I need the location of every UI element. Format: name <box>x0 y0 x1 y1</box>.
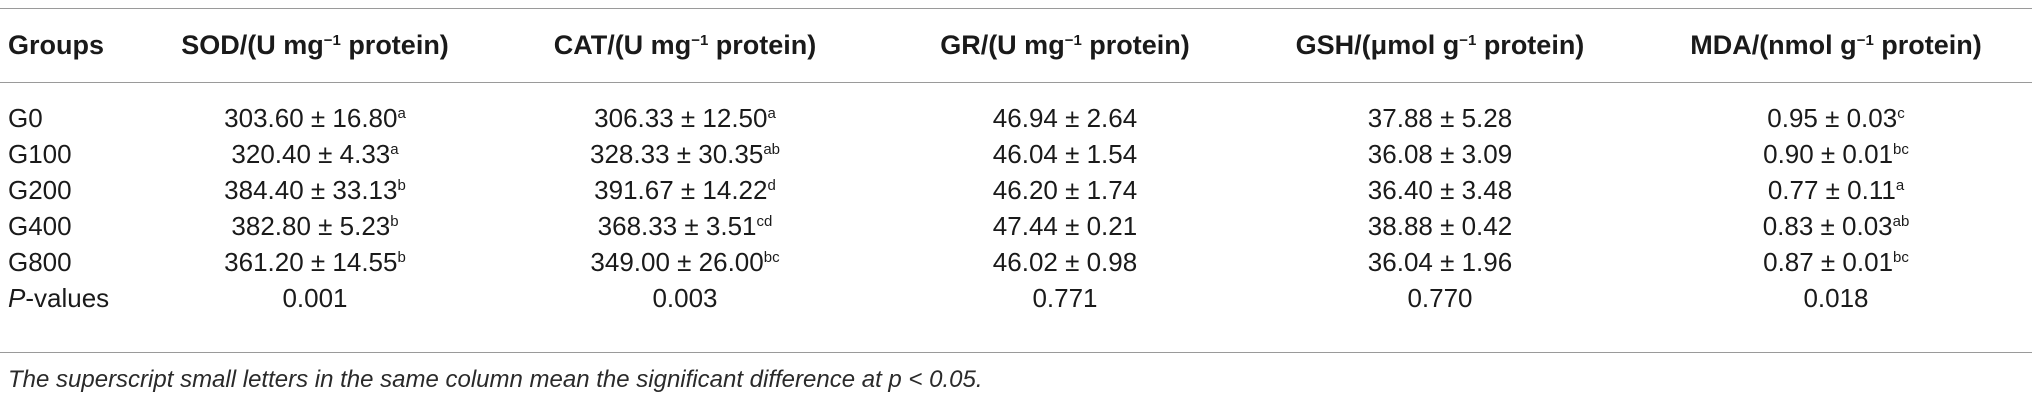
mda-cell: 0.83 ± 0.03ab <box>1762 210 1910 241</box>
sod-cell: 303.60 ± 16.80a <box>224 102 406 133</box>
gr-cell: 46.20 ± 1.74 <box>992 174 1138 205</box>
header-mda: MDA/(nmol g−1 protein) <box>1690 29 1982 60</box>
cat-cell: 368.33 ± 3.51cd <box>597 210 773 241</box>
sod-cell: 382.80 ± 5.23b <box>231 210 399 241</box>
gr-cell: 46.94 ± 2.64 <box>992 102 1138 133</box>
header-groups: Groups <box>8 29 105 60</box>
header-row: Groups SOD/(U mg−1 protein) CAT/(U mg−1 … <box>0 8 2032 82</box>
group-label: G100 <box>8 138 72 169</box>
cat-cell: 328.33 ± 30.35ab <box>590 138 780 169</box>
mda-cell: 0.95 ± 0.03c <box>1767 102 1905 133</box>
sod-cell: 384.40 ± 33.13b <box>224 174 406 205</box>
pvalues-row: P-values 0.001 0.003 0.771 0.770 0.018 <box>0 280 2032 316</box>
data-table: Groups SOD/(U mg−1 protein) CAT/(U mg−1 … <box>0 8 2032 316</box>
pvalue-sod: 0.001 <box>282 282 348 313</box>
sod-cell: 320.40 ± 4.33a <box>231 138 399 169</box>
pvalues-label: P-values <box>8 282 110 313</box>
cat-cell: 349.00 ± 26.00bc <box>590 246 780 277</box>
mda-cell: 0.90 ± 0.01bc <box>1763 138 1909 169</box>
table-row: G100 320.40 ± 4.33a 328.33 ± 30.35ab 46.… <box>0 136 2032 172</box>
pvalue-gr: 0.771 <box>1032 282 1098 313</box>
table-bottom-rule <box>0 352 2032 353</box>
header-sod: SOD/(U mg−1 protein) <box>181 29 449 60</box>
header-bottom-rule <box>0 82 2032 83</box>
mda-cell: 0.77 ± 0.11a <box>1767 174 1905 205</box>
table-row: G0 303.60 ± 16.80a 306.33 ± 12.50a 46.94… <box>0 100 2032 136</box>
table-row: G800 361.20 ± 14.55b 349.00 ± 26.00bc 46… <box>0 244 2032 280</box>
cat-cell: 391.67 ± 14.22d <box>594 174 776 205</box>
table-row: G400 382.80 ± 5.23b 368.33 ± 3.51cd 47.4… <box>0 208 2032 244</box>
gsh-cell: 36.40 ± 3.48 <box>1367 174 1513 205</box>
gsh-cell: 37.88 ± 5.28 <box>1367 102 1513 133</box>
group-label: G0 <box>8 102 43 133</box>
pvalue-cat: 0.003 <box>652 282 718 313</box>
cat-cell: 306.33 ± 12.50a <box>594 102 776 133</box>
header-gr: GR/(U mg−1 protein) <box>940 29 1190 60</box>
table-footnote: The superscript small letters in the sam… <box>8 366 983 393</box>
gsh-cell: 36.04 ± 1.96 <box>1367 246 1513 277</box>
gr-cell: 46.02 ± 0.98 <box>992 246 1138 277</box>
table-row: G200 384.40 ± 33.13b 391.67 ± 14.22d 46.… <box>0 172 2032 208</box>
header-gsh: GSH/(μmol g−1 protein) <box>1295 29 1585 60</box>
mda-cell: 0.87 ± 0.01bc <box>1763 246 1909 277</box>
gr-cell: 46.04 ± 1.54 <box>992 138 1138 169</box>
group-label: G400 <box>8 210 72 241</box>
table-top-rule <box>0 8 2032 9</box>
pvalue-mda: 0.018 <box>1803 282 1869 313</box>
group-label: G800 <box>8 246 72 277</box>
gsh-cell: 36.08 ± 3.09 <box>1367 138 1513 169</box>
pvalue-gsh: 0.770 <box>1407 282 1473 313</box>
group-label: G200 <box>8 174 72 205</box>
header-cat: CAT/(U mg−1 protein) <box>553 29 817 60</box>
gsh-cell: 38.88 ± 0.42 <box>1367 210 1513 241</box>
gr-cell: 47.44 ± 0.21 <box>992 210 1138 241</box>
sod-cell: 361.20 ± 14.55b <box>224 246 406 277</box>
